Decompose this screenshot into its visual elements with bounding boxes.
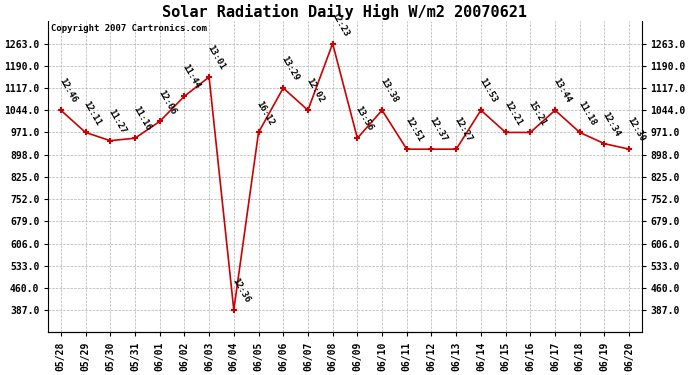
Text: 16:12: 16:12 [255, 99, 276, 127]
Text: 11:53: 11:53 [477, 77, 498, 105]
Text: 12:34: 12:34 [601, 111, 622, 138]
Title: Solar Radiation Daily High W/m2 20070621: Solar Radiation Daily High W/m2 20070621 [163, 4, 527, 20]
Text: 12:30: 12:30 [626, 116, 647, 144]
Text: 11:27: 11:27 [106, 107, 128, 135]
Text: 12:21: 12:21 [502, 99, 523, 127]
Text: 12:27: 12:27 [453, 116, 474, 144]
Text: 12:02: 12:02 [304, 77, 326, 105]
Text: 12:46: 12:46 [57, 77, 79, 105]
Text: 15:21: 15:21 [526, 99, 548, 127]
Text: 13:44: 13:44 [551, 77, 573, 105]
Text: 12:11: 12:11 [82, 99, 103, 127]
Text: 13:38: 13:38 [378, 77, 400, 105]
Text: Copyright 2007 Cartronics.com: Copyright 2007 Cartronics.com [52, 24, 207, 33]
Text: 13:56: 13:56 [354, 105, 375, 133]
Text: 12:06: 12:06 [156, 88, 177, 116]
Text: 12:23: 12:23 [329, 10, 350, 38]
Text: 11:16: 11:16 [131, 105, 152, 133]
Text: 11:44: 11:44 [181, 63, 202, 91]
Text: 13:29: 13:29 [279, 55, 301, 82]
Text: 13:01: 13:01 [206, 44, 226, 72]
Text: 11:18: 11:18 [576, 99, 598, 127]
Text: 12:37: 12:37 [428, 116, 449, 144]
Text: 12:36: 12:36 [230, 277, 251, 304]
Text: 12:51: 12:51 [403, 116, 424, 144]
